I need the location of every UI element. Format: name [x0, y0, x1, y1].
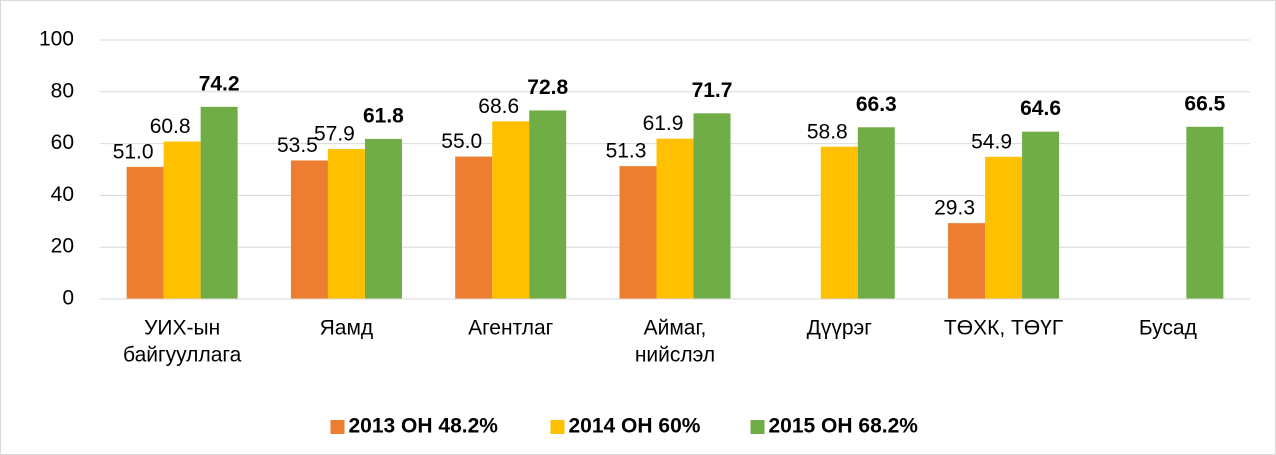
data-label: 54.9 — [971, 130, 1012, 153]
bar — [1022, 131, 1060, 299]
x-tick-label: нийслэл — [635, 344, 715, 367]
y-tick-label: 80 — [51, 79, 74, 102]
x-tick-label: ТӨХК, ТӨҮГ — [944, 317, 1063, 340]
data-label: 74.2 — [199, 72, 240, 95]
bar — [948, 223, 986, 299]
bar — [327, 149, 365, 299]
x-tick-label: УИХ-ын — [144, 317, 220, 340]
bar — [492, 121, 530, 300]
data-label: 58.8 — [807, 120, 848, 143]
legend-label: 2014 ОН 60% — [569, 415, 701, 438]
data-label: 71.7 — [692, 79, 733, 102]
bar — [163, 141, 201, 299]
bar — [857, 127, 895, 300]
x-tick-label: Дүүрэг — [807, 317, 873, 340]
y-tick-label: 40 — [51, 183, 74, 206]
bar — [200, 106, 238, 300]
data-label: 66.5 — [1184, 92, 1225, 115]
bar — [985, 156, 1023, 299]
data-label: 29.3 — [934, 197, 975, 220]
data-label: 64.6 — [1020, 97, 1061, 120]
bar — [619, 166, 657, 299]
data-label: 68.6 — [478, 95, 519, 118]
x-tick-label: Яамд — [320, 317, 374, 340]
y-tick-label: 100 — [39, 28, 74, 51]
legend-swatch — [750, 420, 765, 434]
y-tick-label: 20 — [51, 235, 74, 258]
x-tick-label: Бусад — [1139, 317, 1197, 340]
x-tick-label: Аймаг, — [644, 317, 707, 340]
bar — [693, 113, 731, 299]
data-label: 66.3 — [856, 93, 897, 116]
data-label: 57.9 — [314, 123, 355, 146]
x-tick-label: байгууллага — [123, 344, 242, 367]
legend-label: 2013 ОН 48.2% — [349, 415, 499, 438]
data-label: 53.5 — [277, 134, 318, 157]
bar — [656, 138, 694, 299]
data-label: 61.8 — [363, 104, 404, 127]
bar — [455, 156, 493, 299]
bar — [364, 138, 402, 299]
data-label: 51.3 — [606, 140, 647, 163]
legend-swatch — [550, 420, 565, 434]
legend-swatch — [330, 420, 345, 434]
data-label: 61.9 — [643, 112, 684, 135]
x-tick-label: Агентлаг — [468, 317, 554, 340]
bar — [1186, 126, 1224, 299]
bar — [820, 146, 858, 299]
legend-label: 2015 ОН 68.2% — [769, 415, 919, 438]
y-tick-label: 60 — [51, 131, 74, 154]
bar — [290, 160, 328, 299]
data-label: 51.0 — [113, 140, 154, 163]
data-label: 72.8 — [527, 76, 568, 99]
bar — [126, 166, 164, 299]
y-tick-label: 0 — [62, 287, 74, 310]
bar — [529, 110, 567, 299]
data-label: 60.8 — [150, 115, 191, 138]
data-label: 55.0 — [441, 130, 482, 153]
